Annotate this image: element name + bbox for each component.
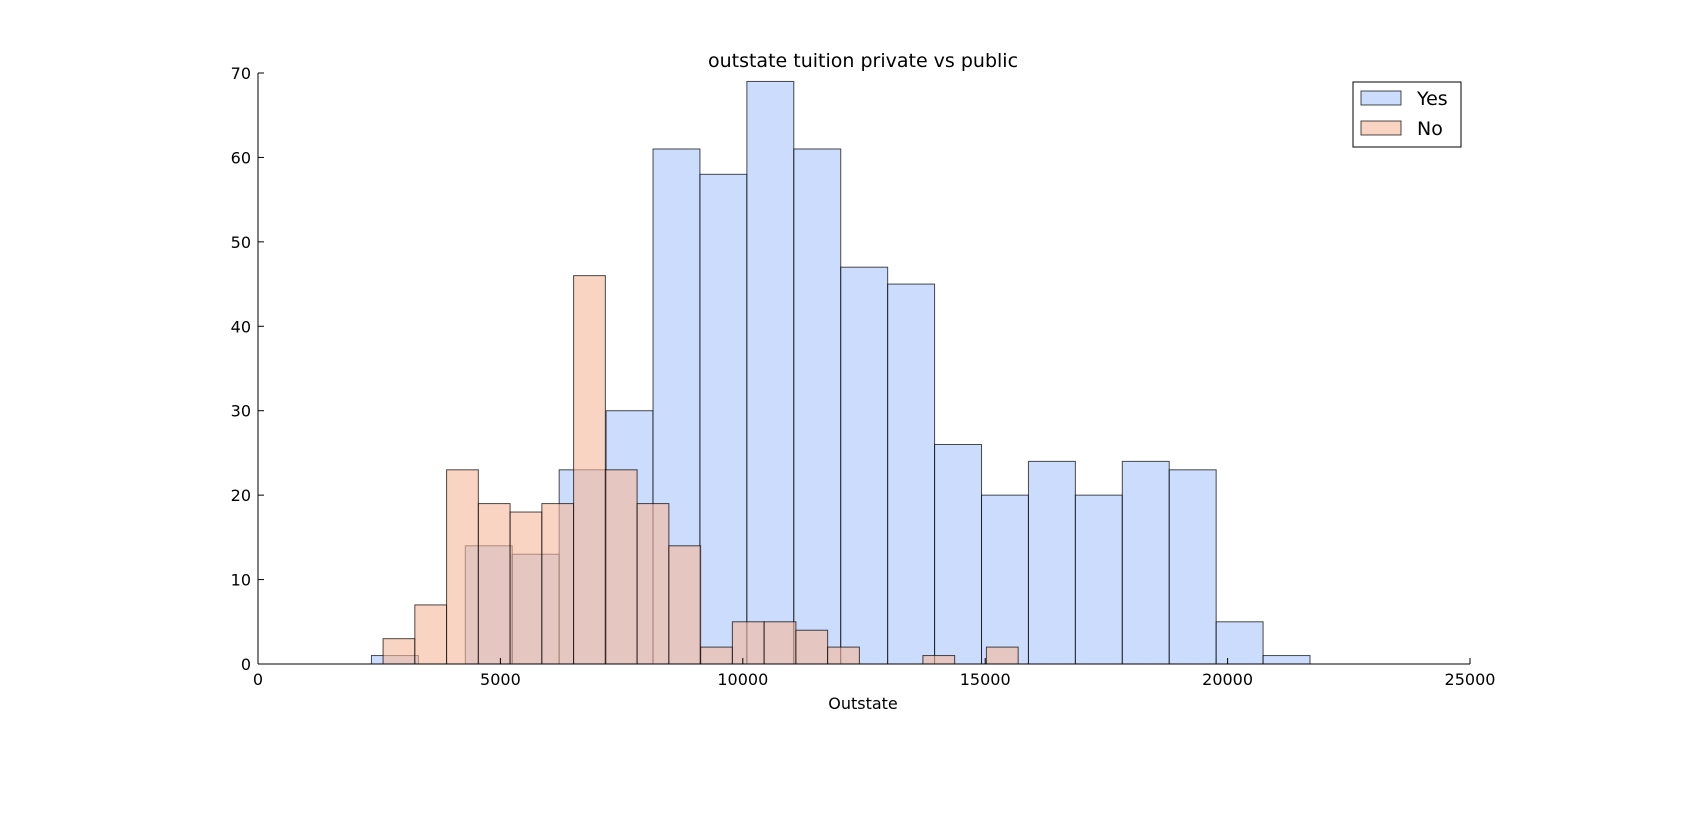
y-tick-label: 60 (231, 148, 251, 167)
y-tick-label: 50 (231, 233, 251, 252)
x-tick-label: 20000 (1202, 670, 1253, 689)
bar-yes-16 (1121, 460, 1170, 665)
bar-no-2 (446, 469, 479, 665)
legend-label-no: No (1417, 118, 1443, 140)
bar-no-8 (636, 503, 670, 665)
bar-yes-7 (699, 173, 748, 665)
bar-no-6 (573, 275, 606, 665)
axes: 0 10 20 30 40 50 60 70 0 5000 10000 15000 20000 25000 (231, 64, 1496, 689)
y-tick-label: 30 (231, 402, 251, 421)
bar-no-13 (795, 629, 829, 665)
bar-no-19 (985, 646, 1019, 665)
x-axis-label: Outstate (828, 694, 898, 713)
legend: Yes No (1352, 81, 1462, 148)
bar-yes-8 (746, 80, 795, 665)
bar-yes-13 (981, 494, 1029, 665)
bar-no-10 (700, 646, 733, 665)
y-tick-label: 10 (231, 571, 251, 590)
chart-title: outstate tuition private vs public (708, 50, 1018, 72)
bar-no-3 (477, 503, 511, 665)
bar-no-4 (509, 511, 543, 665)
bar-yes-17 (1168, 469, 1217, 665)
bar-yes-18 (1215, 621, 1264, 665)
bar-no-12 (763, 621, 797, 665)
x-tick-label: 0 (253, 670, 263, 689)
x-tick-label: 10000 (717, 670, 768, 689)
x-tick-label: 25000 (1445, 670, 1496, 689)
x-tick-label: 5000 (480, 670, 521, 689)
legend-label-yes: Yes (1416, 88, 1448, 110)
series-no-bars (382, 275, 1019, 665)
y-tick-label: 0 (241, 655, 251, 674)
bar-no-1 (414, 604, 448, 665)
legend-swatch-yes (1360, 90, 1402, 106)
y-tick-label: 40 (231, 317, 251, 336)
bar-yes-10 (840, 266, 889, 665)
legend-swatch-no (1360, 120, 1402, 136)
bar-no-14 (827, 646, 860, 665)
bar-no-5 (541, 503, 575, 665)
bar-no-7 (604, 469, 638, 665)
x-tick-label: 15000 (960, 670, 1011, 689)
bar-no-0 (382, 638, 416, 665)
y-tick-label: 70 (231, 64, 251, 83)
bar-yes-19 (1262, 655, 1311, 665)
bar-yes-11 (887, 283, 936, 665)
bar-yes-15 (1074, 494, 1123, 665)
bar-no-17 (922, 655, 956, 665)
bar-yes-12 (934, 443, 983, 665)
bar-no-9 (668, 545, 702, 665)
bar-yes-14 (1027, 460, 1076, 665)
y-tick-label: 20 (231, 486, 251, 505)
bar-yes-9 (793, 148, 842, 665)
bar-no-11 (731, 621, 765, 665)
